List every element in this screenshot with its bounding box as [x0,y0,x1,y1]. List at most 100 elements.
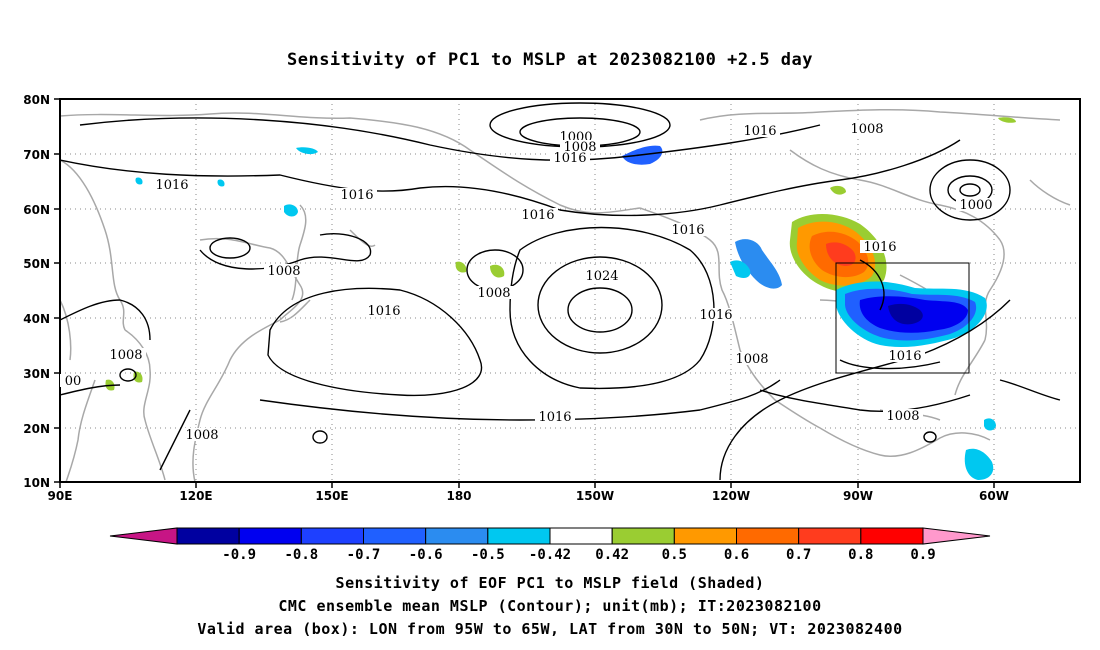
svg-text:1016: 1016 [367,304,400,319]
colorbar-swatch [798,527,862,545]
lat-label: 20N [23,422,50,436]
colorbar-swatch [176,527,240,545]
contour-label: 1016 [364,304,404,319]
colorbar-tick-label: 0.7 [786,547,811,563]
contour-label: 1016 [740,124,780,139]
contour-labels: 1000 1008 1016 1016 1016 1000 1008 1008 … [60,122,996,443]
footer-line-3: Valid area (box): LON from 95W to 65W, L… [197,620,903,638]
negative-region-core [888,303,923,325]
contour-label: 1016 [885,349,925,364]
colorbar-tick-label: -0.8 [284,547,318,563]
lat-labels: 80N 70N 60N 50N 40N 30N 20N 10N [23,93,50,490]
contour-label: 1008 [474,286,514,301]
blue-patch-gulf [964,448,994,480]
colorbar-min-arrow [109,527,178,545]
colorbar-swatch [549,527,613,545]
colorbar-tick-label: 0.8 [848,547,873,563]
colorbar-tick-label: 0.6 [724,547,749,563]
blue-patch-west [135,177,143,185]
svg-text:1000: 1000 [959,198,992,213]
colorbar-max-arrow [922,527,991,545]
colorbar-tick-label: 0.9 [910,547,935,563]
lon-label: 60W [979,489,1009,503]
blue-patch-siberia [284,204,298,217]
footer-line-2: CMC ensemble mean MSLP (Contour); unit(m… [278,597,822,615]
contour-label: 1000 [956,198,996,213]
contour-label: 1016 [337,188,377,203]
contour-label: 1016 [696,308,736,323]
blue-patch-120w [735,239,782,289]
blue-patch-atlantic [984,418,996,431]
lat-label: 10N [23,476,50,490]
blue-patch-ne-asia [296,147,318,155]
map-title: Sensitivity of PC1 to MSLP at 2023082100… [286,50,813,70]
contour-label: 1016 [668,223,708,238]
colorbar-tick-label: -0.7 [347,547,381,563]
lon-label: 180 [446,489,471,503]
positive-region-core [826,242,856,266]
colorbar-swatch [425,527,489,545]
colorbar-swatch [487,527,551,545]
colorbar-swatch [860,527,924,545]
colorbar-swatch [300,527,365,545]
lat-label: 80N [23,93,50,107]
axis-ticks [54,98,995,488]
colorbar: -0.9 -0.8 -0.7 -0.6 -0.5 -0.42 0.42 0.5 0.6 0.7 0.… [109,527,991,563]
contour-label: 1008 [264,264,304,279]
green-patch-dateline [490,264,505,278]
lat-label: 70N [23,148,50,162]
blue-patch-120w-light [730,260,751,278]
svg-text:1016: 1016 [743,124,776,139]
svg-text:1016: 1016 [155,178,188,193]
contour-label: 1016 [860,240,900,255]
svg-text:1008: 1008 [735,352,768,367]
colorbar-swatch [363,527,427,545]
lon-label: 120W [712,489,750,503]
svg-text:1008: 1008 [109,348,142,363]
svg-text:1016: 1016 [538,410,571,425]
colorbar-swatch [611,527,675,545]
contour-label: 1016 [535,410,575,425]
lat-label: 40N [23,312,50,326]
contour-label: 1008 [106,348,146,363]
colorbar-tick-label: 0.42 [595,547,629,563]
colorbar-swatch [673,527,737,545]
lat-label: 30N [23,367,50,381]
valid-area-box [835,262,970,374]
colorbar-swatch [736,527,800,545]
svg-text:1016: 1016 [521,208,554,223]
colorbar-tick-label: 0.5 [662,547,687,563]
svg-text:1008: 1008 [850,122,883,137]
contour-label: 1008 [847,122,887,137]
svg-text:1016: 1016 [553,151,586,166]
colorbar-tick-label: -0.6 [409,547,443,563]
green-patch-dateline-2 [455,261,467,273]
lon-label: 150E [315,489,348,503]
lat-label: 50N [23,257,50,271]
contour-label: 00 [60,374,86,389]
blue-patch-mid [217,179,225,187]
mslp-contours [60,102,1061,481]
lon-label: 120E [179,489,212,503]
colorbar-tick-label: -0.42 [529,547,571,563]
lon-label: 150W [576,489,614,503]
contour-label: 1016 [518,208,558,223]
svg-text:1016: 1016 [340,188,373,203]
plot-border [59,98,1081,483]
green-patch-canada [830,185,846,195]
lon-labels: 90E 120E 150E 180 150W 120W 90W 60W [48,489,1009,503]
contour-label: 1016 [550,151,590,166]
svg-text:1016: 1016 [863,240,896,255]
svg-text:1008: 1008 [267,264,300,279]
svg-text:1008: 1008 [477,286,510,301]
colorbar-swatch [238,527,302,545]
svg-text:1024: 1024 [585,269,618,284]
svg-text:00: 00 [65,374,82,389]
contour-label: 1024 [582,269,622,284]
lon-label: 90W [843,489,873,503]
svg-text:1008: 1008 [886,409,919,424]
svg-text:1016: 1016 [699,308,732,323]
lon-label: 90E [48,489,73,503]
svg-text:1016: 1016 [888,349,921,364]
